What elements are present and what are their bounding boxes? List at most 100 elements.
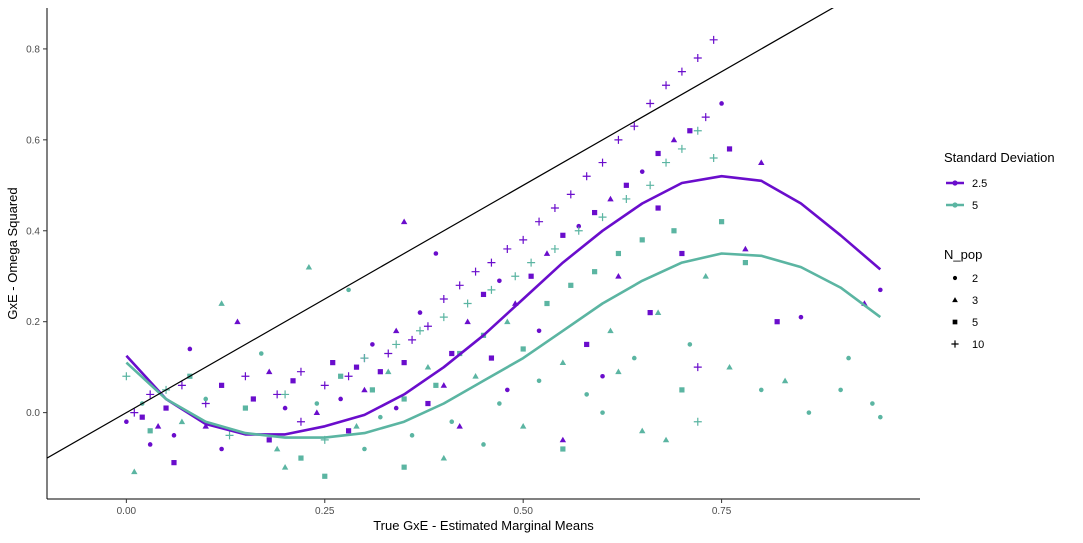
data-point-sd-5 — [440, 454, 448, 461]
data-point-sd-5 — [662, 158, 671, 167]
data-point-sd-2.5 — [709, 35, 718, 44]
data-point-sd-2.5 — [187, 346, 193, 352]
legend-label: 10 — [972, 339, 984, 351]
data-point-sd-2.5 — [219, 382, 225, 388]
data-point-sd-2.5 — [758, 159, 765, 165]
x-tick-label: 0.75 — [712, 506, 732, 517]
data-point-sd-2.5 — [646, 99, 655, 108]
data-point-sd-2.5 — [353, 364, 360, 370]
data-point-sd-5 — [472, 373, 479, 379]
data-point-sd-5 — [781, 377, 789, 384]
data-point-sd-2.5 — [582, 172, 591, 181]
data-point-sd-2.5 — [497, 278, 502, 284]
data-point-sd-2.5 — [487, 258, 496, 267]
data-point-sd-2.5 — [560, 232, 566, 238]
data-point-sd-5 — [584, 392, 589, 397]
data-point-sd-2.5 — [535, 217, 544, 226]
x-tick-label: 0.50 — [513, 506, 533, 517]
data-point-sd-2.5 — [400, 218, 408, 225]
data-point-sd-2.5 — [344, 372, 353, 381]
data-point-sd-5 — [806, 410, 812, 415]
data-point-sd-5 — [702, 273, 709, 279]
data-point-sd-2.5 — [464, 318, 471, 325]
data-point-sd-2.5 — [177, 381, 186, 390]
data-point-sd-2.5 — [528, 273, 534, 279]
data-point-sd-2.5 — [655, 205, 661, 211]
data-point-sd-5 — [511, 272, 520, 281]
data-point-sd-5 — [662, 436, 670, 443]
data-point-sd-2.5 — [630, 122, 639, 131]
legend-key-point — [952, 202, 958, 208]
data-point-sd-2.5 — [798, 314, 804, 320]
data-point-sd-2.5 — [687, 128, 693, 134]
data-point-sd-2.5 — [423, 322, 432, 331]
data-point-sd-2.5 — [296, 367, 305, 376]
data-point-sd-2.5 — [171, 433, 177, 438]
data-point-sd-5 — [846, 355, 851, 361]
x-ticks: 0.00 0.25 0.50 0.75 — [117, 499, 732, 517]
data-point-sd-2.5 — [393, 405, 399, 411]
data-point-sd-2.5 — [393, 327, 400, 334]
data-point-sd-5 — [433, 382, 439, 388]
data-point-sd-5 — [346, 287, 351, 293]
data-point-sd-5 — [281, 463, 289, 470]
data-point-sd-2.5 — [147, 442, 153, 447]
y-tick-label: 0.0 — [26, 408, 40, 419]
data-point-sd-2.5 — [124, 419, 129, 425]
data-point-sd-5 — [838, 387, 843, 393]
data-point-sd-5 — [559, 359, 567, 366]
data-point-sd-5 — [362, 446, 367, 452]
data-point-sd-5 — [131, 468, 138, 475]
trend-line-sd-5 — [125, 252, 882, 439]
plot-area — [47, 8, 883, 479]
data-point-sd-5 — [322, 473, 328, 479]
data-point-sd-5 — [607, 327, 614, 334]
data-point-sd-2.5 — [130, 408, 139, 417]
data-point-sd-2.5 — [377, 369, 383, 375]
data-point-sd-2.5 — [345, 428, 352, 434]
data-point-sd-5 — [360, 354, 369, 363]
data-point-sd-5 — [527, 258, 536, 267]
data-point-sd-2.5 — [266, 437, 272, 443]
data-point-sd-5 — [424, 363, 432, 370]
data-point-sd-2.5 — [536, 328, 542, 334]
data-point-sd-2.5 — [774, 319, 780, 325]
data-point-sd-2.5 — [878, 287, 883, 293]
data-point-sd-5 — [298, 455, 304, 461]
data-point-sd-5 — [122, 372, 131, 381]
data-point-sd-2.5 — [503, 244, 512, 253]
data-point-sd-5 — [726, 363, 733, 370]
axes: 0.00 0.25 0.50 0.75 0.0 0.2 0.4 0.6 0.8 True Gx… — [5, 8, 920, 533]
data-point-sd-2.5 — [600, 373, 605, 379]
data-point-sd-5 — [392, 340, 401, 349]
data-point-sd-5 — [439, 313, 448, 322]
data-point-sd-2.5 — [219, 446, 224, 452]
data-point-sd-2.5 — [519, 235, 528, 244]
data-point-sd-2.5 — [701, 113, 710, 122]
data-point-sd-2.5 — [417, 310, 423, 315]
data-point-sd-5 — [481, 442, 486, 447]
data-point-sd-5 — [677, 144, 686, 153]
x-tick-label: 0.00 — [117, 506, 137, 517]
data-point-sd-5 — [225, 431, 234, 440]
data-point-sd-2.5 — [370, 342, 375, 347]
data-point-sd-5 — [449, 419, 455, 425]
data-point-sd-2.5 — [250, 396, 256, 402]
data-point-sd-5 — [281, 390, 290, 399]
data-point-sd-2.5 — [559, 436, 567, 443]
y-axis-title: GxE - Omega Squared — [5, 187, 20, 319]
y-tick-label: 0.2 — [26, 317, 40, 328]
data-point-sd-5 — [870, 401, 875, 406]
data-point-sd-5 — [487, 285, 496, 294]
y-ticks: 0.0 0.2 0.4 0.6 0.8 — [26, 44, 47, 419]
data-point-sd-2.5 — [726, 146, 733, 152]
data-point-sd-5 — [671, 228, 677, 234]
data-point-sd-2.5 — [320, 381, 329, 390]
data-point-sd-5 — [497, 401, 502, 406]
data-point-sd-2.5 — [163, 405, 169, 411]
legend-title-n-pop: N_pop — [944, 247, 982, 262]
data-point-sd-2.5 — [598, 158, 607, 167]
legend-title-standard-deviation: Standard Deviation — [944, 150, 1055, 165]
data-point-sd-2.5 — [296, 417, 305, 426]
data-point-sd-2.5 — [433, 251, 439, 256]
